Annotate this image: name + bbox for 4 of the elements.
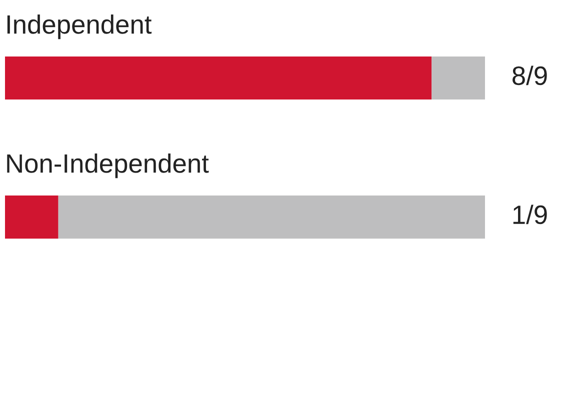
y-tick-label: Non-Independent xyxy=(7,154,209,178)
data-label: 1/9 xyxy=(513,204,547,224)
data-label: 8/9 xyxy=(512,66,547,86)
y-tick-label: Independent xyxy=(7,14,152,40)
